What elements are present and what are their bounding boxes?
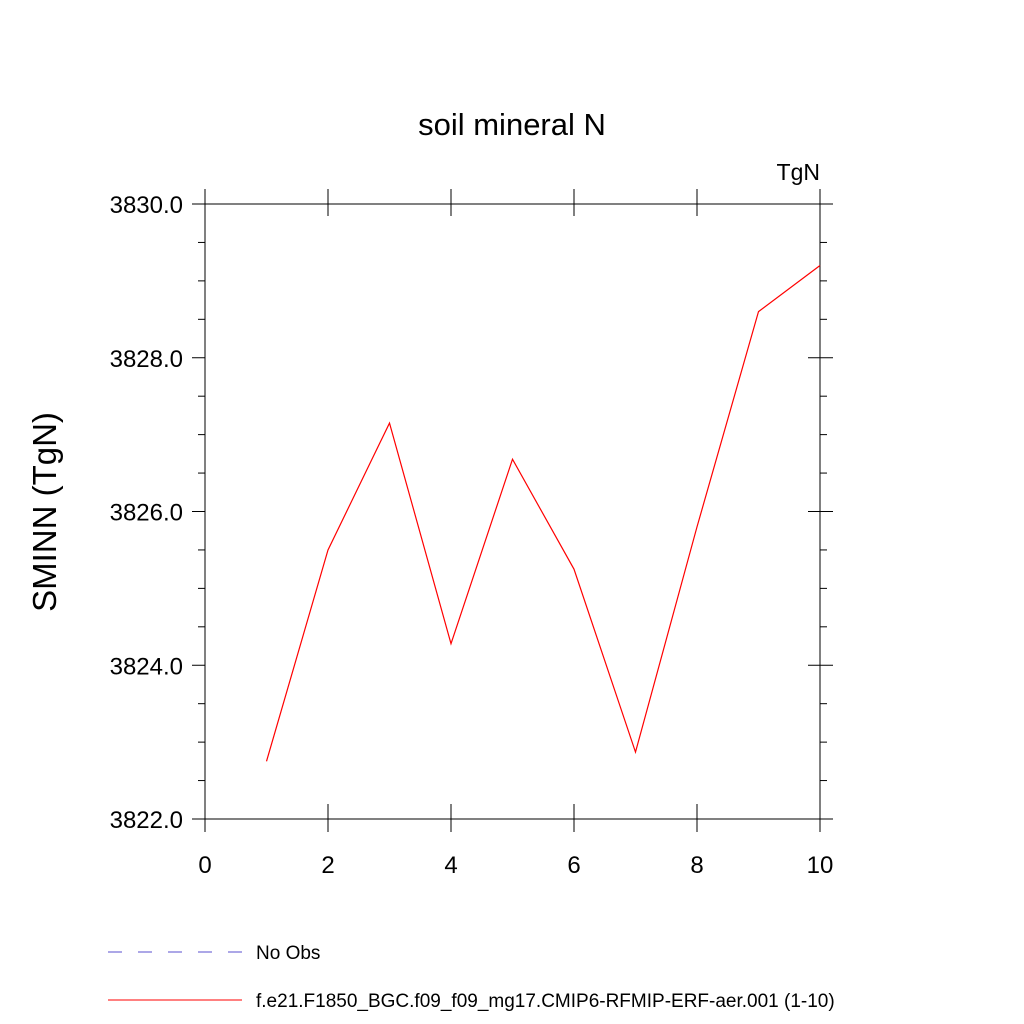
y-axis-label: SMINN (TgN) bbox=[26, 412, 63, 612]
legend-label-no-obs: No Obs bbox=[256, 943, 320, 964]
x-tick-label: 10 bbox=[807, 852, 834, 879]
y-axis-tick-labels: 3822.0 3824.0 3826.0 3828.0 3830.0 bbox=[110, 192, 183, 834]
y-tick-label: 3822.0 bbox=[110, 807, 183, 834]
y-tick-label: 3828.0 bbox=[110, 346, 183, 373]
legend-label-run: f.e21.F1850_BGC.f09_f09_mg17.CMIP6-RFMIP… bbox=[256, 991, 835, 1012]
chart-title: soil mineral N bbox=[418, 107, 606, 142]
x-axis-ticks bbox=[204, 189, 821, 832]
units-label: TgN bbox=[777, 159, 820, 185]
x-tick-label: 6 bbox=[567, 852, 580, 879]
x-tick-label: 0 bbox=[198, 852, 211, 879]
y-tick-label: 3826.0 bbox=[110, 500, 183, 527]
series-line-0 bbox=[265, 265, 821, 762]
x-axis-tick-labels: 0 2 4 6 8 10 bbox=[198, 852, 833, 879]
legend: No Obs f.e21.F1850_BGC.f09_f09_mg17.CMIP… bbox=[108, 943, 835, 1012]
x-tick-label: 2 bbox=[321, 852, 334, 879]
x-tick-label: 4 bbox=[444, 852, 457, 879]
y-tick-label: 3830.0 bbox=[110, 192, 183, 219]
y-tick-label: 3824.0 bbox=[110, 653, 183, 680]
y-axis-ticks bbox=[192, 203, 833, 820]
x-tick-label: 8 bbox=[690, 852, 703, 879]
series-lines bbox=[265, 265, 821, 762]
plot-frame bbox=[204, 203, 821, 820]
